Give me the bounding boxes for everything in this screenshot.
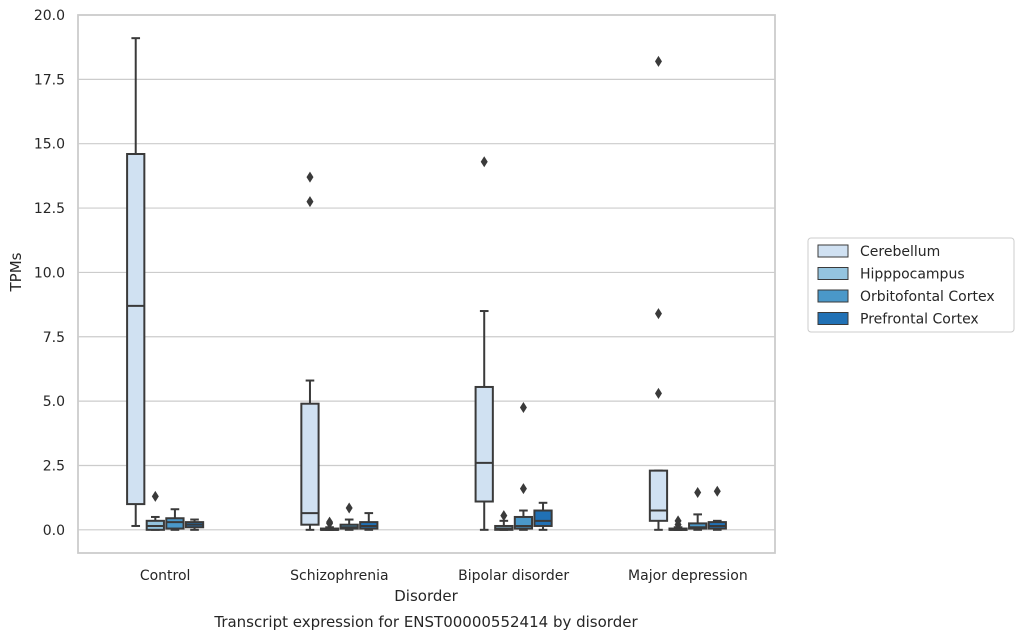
box-prefrontal-cortex-0 [184, 518, 205, 531]
box-body [513, 515, 534, 530]
box-body [533, 509, 553, 527]
box-body [688, 522, 708, 530]
box-orbitofontal-cortex-2 [513, 402, 534, 531]
y-tick-label: 20.0 [34, 8, 65, 24]
y-axis-label: TPMs [7, 252, 25, 292]
outlier-point [654, 387, 662, 399]
x-tick-label: Control [140, 568, 191, 584]
box-cerebellum-0 [126, 37, 146, 527]
box-prefrontal-cortex-2 [533, 501, 553, 531]
y-tick-label: 2.5 [43, 458, 65, 474]
y-tick-label: 10.0 [34, 265, 65, 281]
outlier-point [713, 485, 721, 497]
box-orbitofontal-cortex-1 [339, 502, 359, 531]
box-prefrontal-cortex-3 [707, 485, 727, 531]
plot-frame [77, 14, 776, 554]
legend-frame [807, 237, 1015, 333]
outlier-point [519, 402, 527, 414]
box-hipppocampus-2 [494, 510, 514, 531]
x-tick-label: Major depression [628, 568, 748, 584]
chart-caption: Transcript expression for ENST0000055241… [213, 613, 638, 631]
legend-swatch [817, 244, 849, 258]
outlier-point [654, 55, 662, 67]
outlier-point [519, 483, 527, 495]
y-tick-label: 12.5 [34, 201, 65, 217]
outlier-point [674, 515, 682, 527]
x-tick-label: Schizophrenia [290, 568, 388, 584]
box-cerebellum-2 [474, 156, 494, 531]
box-cerebellum-3 [648, 55, 669, 531]
y-tick-label: 17.5 [34, 72, 65, 88]
box-cerebellum-1 [300, 171, 320, 531]
box-orbitofontal-cortex-3 [688, 487, 708, 531]
legend-label: Prefrontal Cortex [860, 312, 979, 328]
legend-swatch [817, 267, 849, 280]
outlier-point [326, 516, 334, 528]
y-tick-label: 5.0 [43, 394, 65, 410]
x-tick-labels: Control Schizophrenia Bipolar disorder Majo… [140, 568, 748, 584]
box-prefrontal-cortex-1 [359, 512, 379, 531]
y-tick-label: 0.0 [43, 523, 65, 539]
outlier-point [480, 156, 488, 168]
x-axis-label: Disorder [394, 587, 458, 605]
legend-swatch [817, 312, 849, 325]
legend-label: Orbitofontal Cortex [860, 289, 995, 305]
box-body [300, 402, 320, 526]
box-body [648, 469, 669, 522]
y-tick-label: 15.0 [34, 137, 65, 153]
y-tick-labels: 0.0 2.5 5.0 7.5 10.0 12.5 15.0 17.5 20.0 [34, 8, 65, 539]
box-hipppocampus-0 [145, 490, 165, 531]
box-layer [126, 37, 727, 531]
box-body [474, 385, 494, 503]
outlier-point [151, 490, 159, 502]
outlier-point [654, 308, 662, 320]
grid-layer [78, 14, 775, 531]
outlier-point [694, 487, 702, 499]
x-tick-label: Bipolar disorder [458, 568, 569, 584]
outlier-point [306, 196, 314, 208]
box-body [165, 517, 185, 530]
outlier-point [306, 171, 314, 183]
legend-swatch [817, 289, 849, 303]
box-hipppocampus-1 [319, 516, 340, 531]
outlier-point [345, 502, 353, 514]
box-body [126, 153, 146, 506]
legend-label: Hipppocampus [860, 267, 965, 283]
y-tick-label: 7.5 [43, 330, 65, 346]
box-orbitofontal-cortex-0 [165, 508, 185, 531]
legend-label: Cerebellum [860, 244, 940, 260]
outlier-point [500, 510, 508, 522]
box-hipppocampus-3 [668, 515, 688, 531]
legend: Cerebellum Hipppocampus Orbitofontal Corte… [807, 237, 1015, 333]
